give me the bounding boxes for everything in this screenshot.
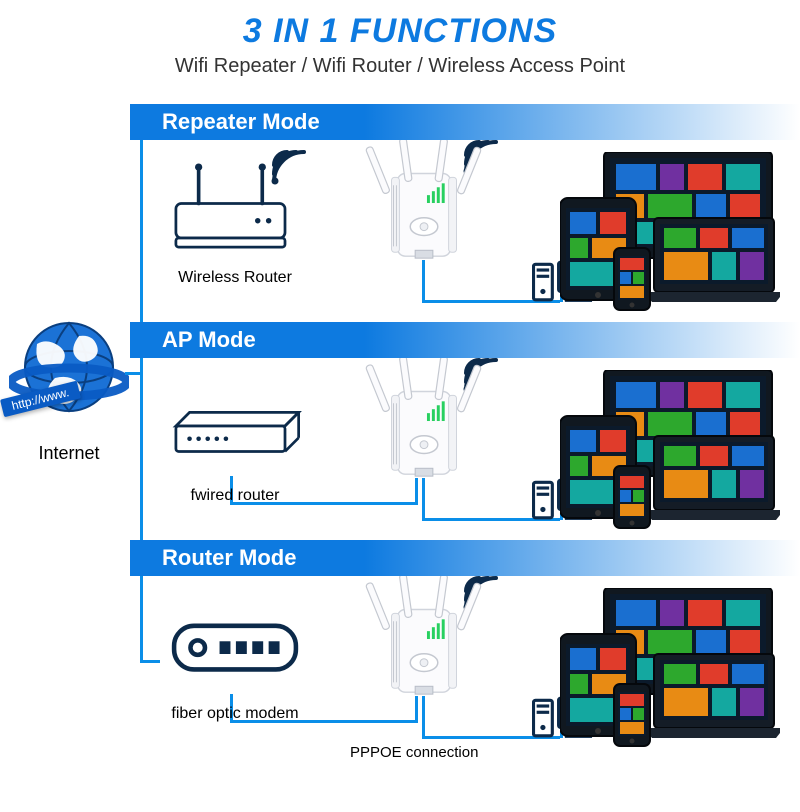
pppoe-label: PPPOE connection	[350, 744, 478, 761]
mode-row-1: fwired router	[130, 358, 780, 538]
source-label-0: Wireless Router	[140, 269, 330, 287]
internet-globe: http://www. Internet	[4, 312, 134, 464]
client-devices-2	[560, 588, 780, 738]
client-devices-0	[560, 152, 780, 302]
source-device-1: fwired router	[140, 376, 330, 505]
mode-label-1: AP Mode	[130, 327, 256, 353]
repeater-icon	[365, 140, 485, 268]
mode-label-0: Repeater Mode	[130, 109, 320, 135]
repeater-icon	[365, 358, 485, 486]
devices-icon	[560, 370, 780, 530]
source-device-0: Wireless Router	[140, 158, 330, 287]
mode-bar-1: AP Mode	[130, 322, 800, 358]
internet-label: Internet	[4, 443, 134, 464]
globe-icon	[9, 312, 129, 432]
devices-icon	[560, 588, 780, 748]
source-icon	[160, 376, 310, 476]
source-icon	[160, 158, 310, 258]
devices-icon	[560, 152, 780, 312]
mode-row-0: Wireless Router	[130, 140, 780, 320]
mode-label-2: Router Mode	[130, 545, 296, 571]
mode-bar-0: Repeater Mode	[130, 104, 800, 140]
source-label-2: fiber optic modem	[140, 705, 330, 723]
source-label-1: fwired router	[140, 487, 330, 505]
source-icon	[160, 594, 310, 694]
page-title: 3 IN 1 FUNCTIONS	[0, 12, 800, 51]
repeater-device-1	[360, 358, 490, 491]
repeater-device-2	[360, 576, 490, 709]
source-device-2: fiber optic modem	[140, 594, 330, 723]
client-devices-1	[560, 370, 780, 520]
page-subtitle: Wifi Repeater / Wifi Router / Wireless A…	[0, 55, 800, 78]
repeater-icon	[365, 576, 485, 704]
mode-row-2: fiber optic modem PPPOE connection	[130, 576, 780, 756]
repeater-device-0	[360, 140, 490, 273]
mode-bar-2: Router Mode	[130, 540, 800, 576]
